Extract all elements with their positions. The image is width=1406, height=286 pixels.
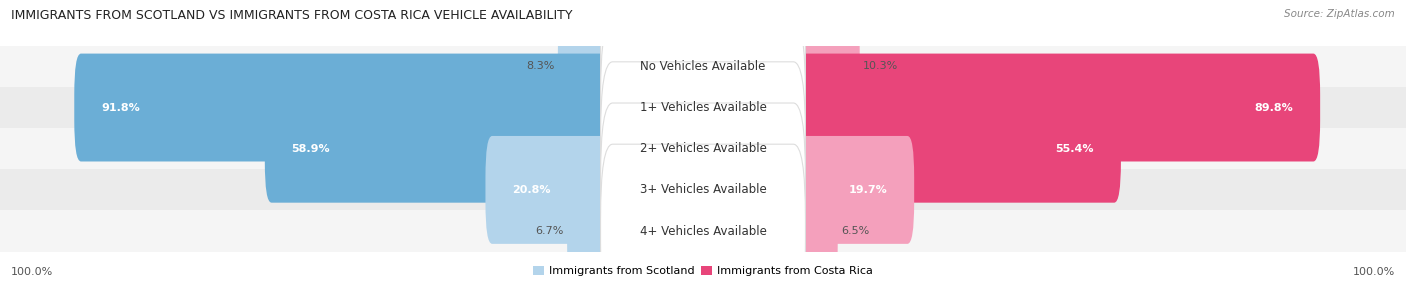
- Bar: [0, 210, 1406, 252]
- Text: 6.5%: 6.5%: [841, 226, 869, 236]
- Text: 55.4%: 55.4%: [1056, 144, 1094, 154]
- FancyBboxPatch shape: [600, 144, 806, 286]
- Text: 20.8%: 20.8%: [512, 185, 551, 195]
- FancyBboxPatch shape: [558, 12, 619, 120]
- FancyBboxPatch shape: [787, 12, 859, 120]
- Text: 89.8%: 89.8%: [1254, 103, 1294, 112]
- Bar: [0, 169, 1406, 210]
- FancyBboxPatch shape: [600, 103, 806, 277]
- Bar: [0, 87, 1406, 128]
- FancyBboxPatch shape: [787, 136, 914, 244]
- FancyBboxPatch shape: [485, 136, 619, 244]
- FancyBboxPatch shape: [787, 95, 1121, 203]
- Text: 100.0%: 100.0%: [11, 267, 53, 277]
- Legend: Immigrants from Scotland, Immigrants from Costa Rica: Immigrants from Scotland, Immigrants fro…: [529, 261, 877, 281]
- FancyBboxPatch shape: [600, 21, 806, 194]
- Text: 4+ Vehicles Available: 4+ Vehicles Available: [640, 225, 766, 238]
- FancyBboxPatch shape: [600, 0, 806, 153]
- Text: 19.7%: 19.7%: [849, 185, 887, 195]
- Text: 6.7%: 6.7%: [536, 226, 564, 236]
- Text: Source: ZipAtlas.com: Source: ZipAtlas.com: [1284, 9, 1395, 19]
- Text: 3+ Vehicles Available: 3+ Vehicles Available: [640, 183, 766, 196]
- FancyBboxPatch shape: [75, 53, 619, 162]
- FancyBboxPatch shape: [787, 53, 1320, 162]
- Text: No Vehicles Available: No Vehicles Available: [640, 60, 766, 73]
- FancyBboxPatch shape: [600, 62, 806, 236]
- Bar: [0, 128, 1406, 169]
- Text: 1+ Vehicles Available: 1+ Vehicles Available: [640, 101, 766, 114]
- Text: 2+ Vehicles Available: 2+ Vehicles Available: [640, 142, 766, 155]
- Text: 8.3%: 8.3%: [526, 61, 554, 71]
- FancyBboxPatch shape: [264, 95, 619, 203]
- Text: IMMIGRANTS FROM SCOTLAND VS IMMIGRANTS FROM COSTA RICA VEHICLE AVAILABILITY: IMMIGRANTS FROM SCOTLAND VS IMMIGRANTS F…: [11, 9, 572, 21]
- Text: 10.3%: 10.3%: [863, 61, 898, 71]
- Text: 91.8%: 91.8%: [101, 103, 139, 112]
- Text: 100.0%: 100.0%: [1353, 267, 1395, 277]
- FancyBboxPatch shape: [567, 177, 619, 285]
- Text: 58.9%: 58.9%: [291, 144, 330, 154]
- FancyBboxPatch shape: [787, 177, 838, 285]
- Bar: [0, 46, 1406, 87]
